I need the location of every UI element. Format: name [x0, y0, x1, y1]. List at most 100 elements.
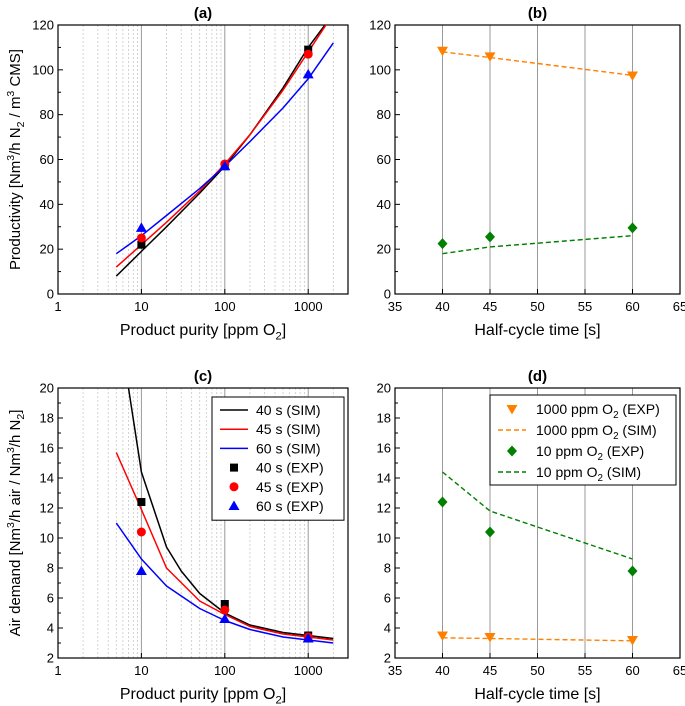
series-40-s-exp--point	[220, 600, 229, 608]
x-tick-label: 1000	[294, 663, 323, 678]
series-60-s-exp--point	[302, 68, 314, 79]
series-1000-ppm-o2-exp--point	[627, 71, 638, 81]
series-45-s-exp--point	[303, 49, 313, 59]
x-axis-label-part: Product purity [ppm O	[120, 686, 276, 703]
y-tick-label: 16	[377, 441, 391, 456]
y-tick-label: 6	[384, 591, 391, 606]
x-tick-label: 60	[625, 663, 639, 678]
x-tick-label: 100	[214, 299, 236, 314]
series-45-s-exp--point	[220, 605, 230, 615]
series-60-s-exp--point	[135, 565, 147, 575]
y-axis-label-part: Productivity [Nm	[7, 161, 24, 270]
y-axis-label: Air demand [Nm3/h air / Nm3/h N2]	[5, 410, 27, 637]
y-tick-label: 60	[377, 152, 391, 167]
y-tick-label: 14	[377, 471, 391, 486]
series-10-ppm-o2-exp--point	[627, 222, 638, 234]
x-tick-label: 65	[673, 299, 685, 314]
series-60-s-exp--point	[302, 633, 314, 643]
x-tick-label: 1000	[294, 299, 323, 314]
series-10-ppm-o2-exp--point	[485, 526, 495, 538]
legend-label: 10 ppm O2 (EXP)	[536, 443, 644, 463]
legend-label-part: 2	[613, 431, 618, 442]
plot-area	[115, 25, 334, 277]
y-tick-label: 16	[40, 441, 54, 456]
legend-label-part: (EXP)	[603, 443, 644, 459]
y-axis-label-part: /h N	[7, 420, 24, 448]
legend-box	[489, 394, 677, 486]
series-10-ppm-o2-exp--point	[437, 496, 448, 508]
y-tick-label: 18	[40, 411, 54, 426]
y-tick-label: 12	[40, 501, 54, 516]
y-tick-label: 100	[369, 62, 391, 77]
x-tick-label: 10	[134, 299, 148, 314]
legend: 1000 ppm O2 (EXP)1000 ppm O2 (SIM)10 ppm…	[489, 394, 677, 486]
panel-label: (d)	[528, 368, 547, 385]
y-tick-label: 20	[377, 381, 391, 396]
legend-swatch	[230, 463, 238, 472]
y-tick-label: 40	[377, 197, 391, 212]
x-tick-label: 50	[530, 299, 544, 314]
legend-label: 1000 ppm O2 (EXP)	[536, 401, 660, 421]
y-axis-label-part: 3	[5, 155, 17, 161]
legend-swatch	[506, 405, 518, 415]
legend-swatch	[229, 482, 239, 492]
y-axis-label: Productivity [Nm3/h N2 / m3 CMS]	[5, 49, 27, 270]
y-tick-label: 120	[32, 18, 54, 33]
x-tick-label: 40	[435, 299, 449, 314]
legend-label-part: 1000 ppm O	[536, 422, 613, 438]
plot-area	[437, 471, 638, 646]
legend-label-part: (SIM)	[619, 422, 657, 438]
series-10-ppm-o2-sim--line	[442, 471, 633, 560]
y-tick-label: 18	[377, 411, 391, 426]
x-tick-label: 35	[388, 299, 402, 314]
series-1000-ppm-o2-exp--point	[484, 633, 496, 643]
y-axis-label-part: CMS]	[7, 49, 24, 91]
legend-label-part: (EXP)	[619, 401, 660, 417]
series-10-ppm-o2-exp--point	[627, 565, 638, 577]
y-tick-label: 40	[40, 197, 54, 212]
y-tick-label: 10	[377, 531, 391, 546]
legend-label: 60 s (SIM)	[256, 440, 321, 456]
series-1000-ppm-o2-exp--point	[437, 46, 448, 57]
panel-3: 2 4 6 8 10 12 14 16 18 20 35 40 45 50 55 60 65 (d) Half-cy…	[377, 368, 685, 703]
legend-swatch	[507, 445, 517, 457]
x-tick-label: 50	[530, 663, 544, 678]
legend-label: 45 s (SIM)	[256, 421, 321, 437]
y-tick-label: 0	[47, 287, 54, 302]
x-axis-label-part: ]	[282, 322, 286, 339]
series-45-s-exp--point	[136, 527, 146, 537]
panel-label: (c)	[194, 368, 212, 385]
series-1000-ppm-o2-exp--point	[437, 631, 448, 641]
y-axis-label-part: 2	[15, 414, 27, 420]
grid	[442, 25, 633, 294]
y-axis-label-part: 3	[5, 522, 17, 528]
series-60-s-exp--point	[135, 222, 147, 232]
x-tick-label: 40	[435, 663, 449, 678]
y-tick-label: 10	[40, 531, 54, 546]
x-axis-label-part: 2	[275, 330, 281, 342]
series-60-s-exp--point	[219, 160, 231, 171]
legend-label-part: 2	[597, 452, 602, 463]
y-tick-label: 0	[384, 287, 391, 302]
series-10-ppm-o2-exp--point	[437, 238, 448, 250]
legend-swatch	[228, 500, 240, 510]
x-tick-label: 45	[483, 299, 497, 314]
x-axis-label: Half-cycle time [s]	[474, 686, 600, 703]
y-tick-label: 8	[384, 561, 391, 576]
y-axis-label-part: /h air / Nm	[7, 453, 24, 522]
series-40-s-exp--point	[137, 498, 146, 506]
legend-label-part: 10 ppm O	[536, 464, 598, 480]
y-tick-label: 14	[40, 471, 54, 486]
legend-label: 60 s (EXP)	[256, 498, 324, 514]
x-axis-label-part: 2	[275, 694, 281, 706]
series-60-s-exp--point	[219, 613, 231, 623]
x-axis-label-part: ]	[282, 686, 286, 703]
x-axis-label: Product purity [ppm O2]	[120, 686, 286, 706]
series-40-s-sim--line	[127, 388, 334, 640]
x-tick-label: 55	[578, 663, 592, 678]
legend-label: 1000 ppm O2 (SIM)	[536, 422, 657, 442]
legend-label: 45 s (EXP)	[256, 479, 324, 495]
y-tick-label: 4	[47, 621, 54, 636]
series-10-ppm-o2-exp--point	[485, 231, 495, 243]
